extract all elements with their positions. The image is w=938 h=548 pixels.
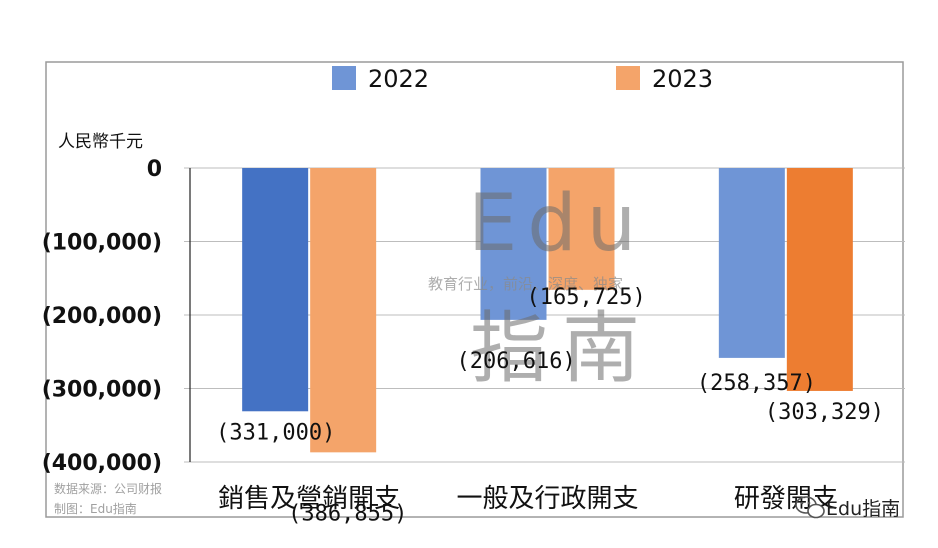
source-line-1: 数据来源：公司财报 bbox=[54, 481, 162, 496]
source-line-2: 制图：Edu指南 bbox=[54, 501, 137, 516]
data-label-2022-2: (206,616) bbox=[457, 349, 576, 374]
bar-2023-1 bbox=[310, 168, 377, 453]
legend-label-2023: 2023 bbox=[652, 65, 713, 93]
category-labels: 銷售及營銷開支 一般及行政開支 研發開支 bbox=[218, 484, 838, 514]
data-label-2023-3: (303,329) bbox=[765, 400, 884, 425]
data-label-2023-1: (386,855) bbox=[288, 501, 407, 526]
watermark: Edu 指南 教育行业，前沿、深度、独家 bbox=[428, 179, 654, 394]
data-labels: (331,000) (386,855) (206,616) (165,725) (258… bbox=[216, 285, 884, 527]
unit-label: 人民幣千元 bbox=[58, 132, 143, 152]
y-tick-label: (200,000) bbox=[42, 304, 162, 329]
bar-2022-1 bbox=[242, 168, 309, 412]
watermark-tagline: 教育行业，前沿、深度、独家 bbox=[428, 275, 623, 293]
wechat-text: Edu指南 bbox=[826, 498, 900, 520]
bar-2022-3 bbox=[718, 168, 785, 358]
legend-label-2022: 2022 bbox=[368, 65, 429, 93]
category-label-1: 銷售及營銷開支 bbox=[218, 484, 400, 514]
data-label-2023-2: (165,725) bbox=[527, 285, 646, 310]
legend-swatch-2022 bbox=[332, 66, 356, 90]
bar-2022-2 bbox=[480, 168, 547, 320]
bar-2023-2 bbox=[548, 168, 615, 290]
y-tick-label: (300,000) bbox=[42, 378, 162, 403]
category-label-2: 一般及行政開支 bbox=[456, 484, 638, 514]
y-tick-label: (100,000) bbox=[42, 231, 162, 256]
watermark-edu: Edu bbox=[468, 179, 646, 269]
y-tick-label: (400,000) bbox=[42, 451, 162, 476]
bars bbox=[242, 168, 853, 453]
y-tick-labels: 0 (100,000) (200,000) (300,000) (400,000) bbox=[42, 157, 162, 476]
bar-2023-3 bbox=[786, 168, 853, 391]
data-label-2022-3: (258,357) bbox=[697, 371, 816, 396]
legend: 2022 2023 bbox=[332, 65, 713, 93]
wechat-icon bbox=[795, 496, 825, 519]
watermark-guide: 指南 bbox=[470, 304, 654, 394]
legend-swatch-2023 bbox=[616, 66, 640, 90]
chart-frame bbox=[45, 61, 904, 518]
wechat-badge: Edu指南 bbox=[795, 496, 900, 520]
data-label-2022-1: (331,000) bbox=[216, 420, 335, 445]
y-tick-label: 0 bbox=[147, 157, 162, 182]
